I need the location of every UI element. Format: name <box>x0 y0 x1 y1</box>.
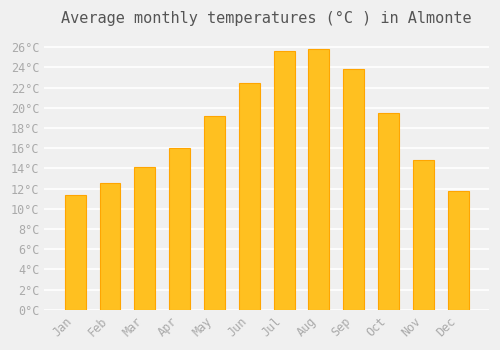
Bar <box>413 160 434 310</box>
Bar <box>344 69 364 310</box>
Bar <box>204 116 225 310</box>
Bar <box>134 167 155 310</box>
Title: Average monthly temperatures (°C ) in Almonte: Average monthly temperatures (°C ) in Al… <box>62 11 472 26</box>
Bar <box>64 195 86 310</box>
Bar <box>448 190 468 310</box>
Bar <box>308 49 330 310</box>
Bar <box>169 148 190 310</box>
Bar <box>239 84 260 310</box>
Bar <box>274 51 294 310</box>
Bar <box>100 183 120 310</box>
Bar <box>378 113 399 310</box>
